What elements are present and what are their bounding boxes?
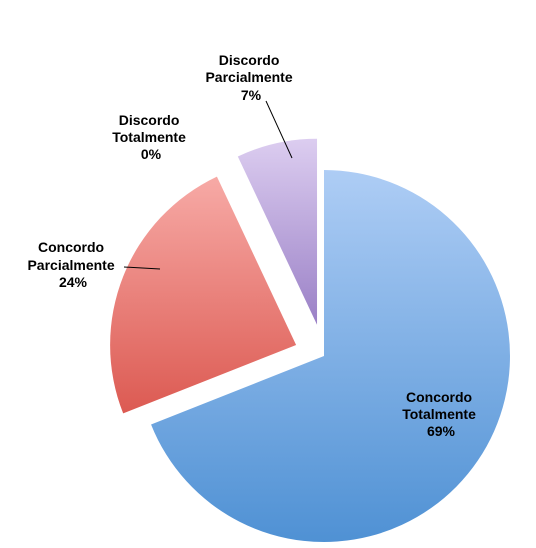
- label-discordo-totalmente: Discordo Totalmente 0%: [112, 112, 190, 162]
- label-discordo-parcialmente: Discordo Parcialmente 7%: [205, 52, 296, 103]
- data-labels: Concordo Totalmente 69% Concordo Parcial…: [27, 52, 480, 439]
- pie-slices: [110, 138, 510, 543]
- slice-concordo-parcialmente: [110, 176, 297, 414]
- leader-line-concordo-parcialmente: [123, 266, 161, 270]
- leader-line-discordo-parcialmente: [265, 100, 293, 159]
- label-concordo-parcialmente: Concordo Parcialmente 24%: [27, 239, 118, 290]
- leader-lines: [123, 100, 293, 270]
- slice-discordo-parcialmente: [237, 138, 318, 325]
- slice-concordo-totalmente: [151, 170, 510, 543]
- label-concordo-totalmente: Concordo Totalmente 69%: [402, 389, 480, 439]
